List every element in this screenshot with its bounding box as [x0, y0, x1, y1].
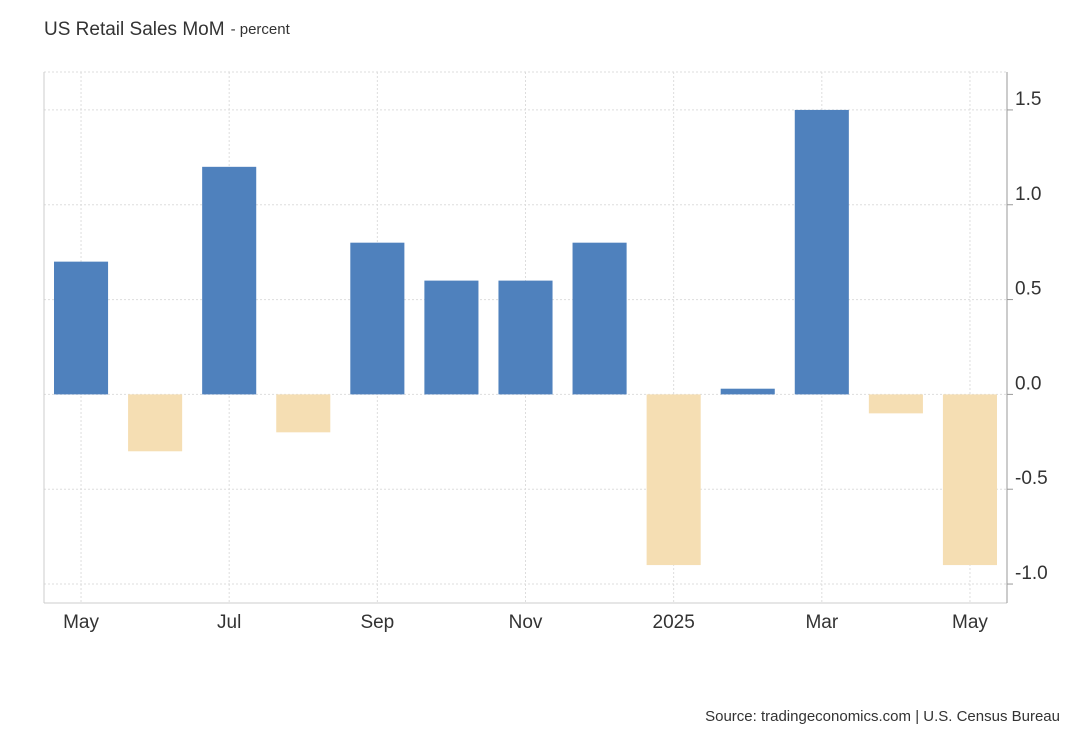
bar — [202, 166, 257, 395]
bar — [424, 280, 479, 395]
y-tick-label: 0.5 — [1015, 279, 1041, 300]
bar — [54, 261, 109, 395]
bar — [646, 394, 701, 566]
x-tick-label: Nov — [509, 612, 543, 633]
x-tick-label: May — [63, 612, 99, 633]
x-tick-label: May — [952, 612, 988, 633]
bar — [720, 388, 775, 395]
bar — [942, 394, 997, 566]
source: Source: tradingeconomics.com | U.S. Cens… — [705, 708, 1060, 725]
bar — [868, 394, 923, 414]
y-tick-label: -1.0 — [1015, 563, 1048, 584]
bar — [498, 280, 553, 395]
title: US Retail Sales MoM — [44, 19, 225, 40]
bar — [350, 242, 405, 395]
x-tick-label: Sep — [360, 612, 394, 633]
chart-title: US Retail Sales MoM - percent — [44, 19, 291, 40]
y-tick-label: -0.5 — [1015, 468, 1048, 489]
y-tick-label: 0.0 — [1015, 373, 1041, 394]
y-tick-label: 1.0 — [1015, 184, 1041, 205]
x-tick-label: 2025 — [653, 612, 695, 633]
subtitle: - percent — [231, 21, 291, 38]
x-tick-label: Jul — [217, 612, 241, 633]
x-tick-label: Mar — [805, 612, 838, 633]
bar — [276, 394, 331, 433]
bar — [572, 242, 627, 395]
y-tick-label: 1.5 — [1015, 89, 1041, 110]
bar — [794, 109, 849, 395]
bar — [128, 394, 183, 452]
